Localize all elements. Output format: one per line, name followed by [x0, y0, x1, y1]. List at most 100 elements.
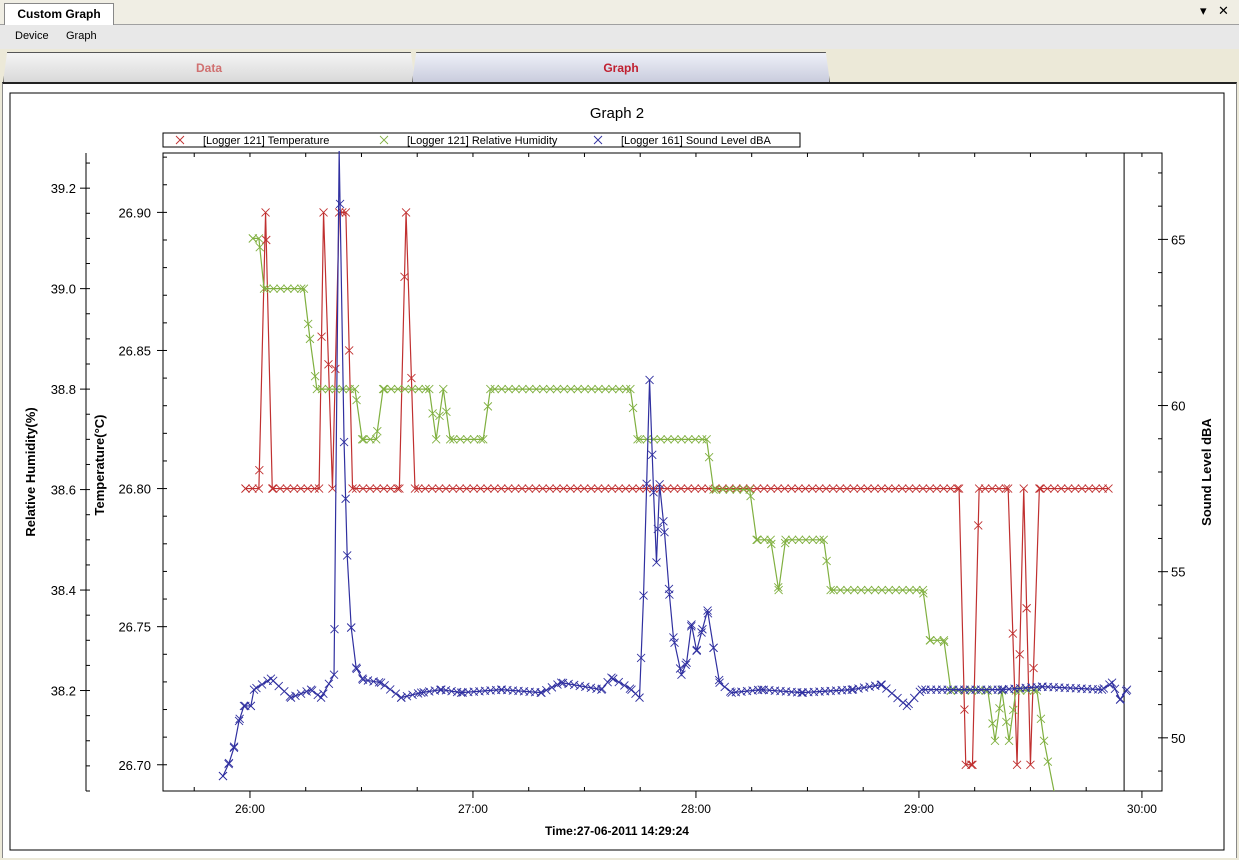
- data-point-marker: [413, 689, 423, 698]
- data-point-marker: [801, 484, 810, 493]
- data-point-marker: [538, 384, 548, 394]
- sound-tick-label: 50: [1171, 731, 1185, 746]
- data-point-marker: [490, 484, 499, 493]
- data-point-marker: [808, 484, 817, 493]
- data-point-marker: [877, 680, 887, 689]
- menu-device[interactable]: Device: [15, 30, 49, 42]
- tab-data[interactable]: Data: [3, 52, 415, 83]
- data-point-marker: [359, 435, 368, 444]
- data-point-marker: [684, 435, 693, 444]
- data-point-marker: [752, 535, 761, 545]
- data-point-marker: [639, 591, 648, 600]
- data-point-marker: [660, 527, 669, 537]
- data-point-marker: [239, 701, 249, 711]
- data-point-marker: [655, 479, 664, 489]
- data-point-marker: [1001, 484, 1011, 493]
- data-point-marker: [593, 484, 603, 493]
- legend-label: [Logger 161] Sound Level dBA: [621, 135, 772, 147]
- data-point-marker: [797, 688, 806, 697]
- data-point-marker: [504, 384, 513, 394]
- data-point-marker: [486, 384, 495, 394]
- data-point-marker: [628, 403, 638, 413]
- data-point-marker: [1019, 484, 1029, 493]
- data-point-marker: [677, 670, 686, 680]
- data-point-marker: [893, 693, 902, 703]
- data-point-marker: [642, 435, 652, 444]
- data-point-marker: [725, 485, 735, 494]
- legend-marker: [175, 135, 185, 145]
- data-point-marker: [1115, 695, 1125, 704]
- humidity-tick-label: 39.0: [51, 282, 76, 297]
- menu-graph[interactable]: Graph: [66, 30, 97, 42]
- data-point-marker: [330, 624, 339, 634]
- data-point-marker: [636, 653, 646, 663]
- data-point-marker: [1097, 685, 1107, 694]
- data-point-marker: [324, 359, 333, 369]
- data-point-marker: [393, 384, 403, 394]
- window-menu-icon[interactable]: ▾: [1200, 3, 1207, 18]
- data-point-marker: [649, 487, 658, 497]
- data-point-marker: [1070, 484, 1080, 493]
- data-point-marker: [537, 688, 546, 697]
- data-point-marker: [503, 484, 513, 493]
- data-point-marker: [819, 535, 829, 545]
- data-point-marker: [476, 484, 485, 493]
- data-point-marker: [317, 332, 326, 341]
- tab-graph[interactable]: Graph: [412, 52, 830, 83]
- data-point-marker: [847, 685, 857, 694]
- data-point-marker: [434, 484, 444, 493]
- data-point-marker: [395, 484, 404, 493]
- data-point-marker: [603, 677, 612, 687]
- data-point-marker: [386, 484, 395, 493]
- sound-tick-label: 65: [1171, 232, 1185, 247]
- x-tick-label: 29:00: [904, 802, 934, 816]
- data-point-marker: [960, 705, 969, 714]
- data-point-marker: [254, 484, 264, 493]
- x-tick-label: 30:00: [1127, 802, 1157, 816]
- data-point-marker: [400, 384, 410, 394]
- data-point-marker: [968, 760, 977, 770]
- data-point-marker: [974, 686, 984, 695]
- data-point-marker: [229, 743, 239, 753]
- data-point-marker: [371, 435, 381, 444]
- data-point-marker: [645, 375, 654, 385]
- data-point-marker: [581, 682, 590, 692]
- data-point-marker: [815, 535, 825, 545]
- temperature-tick-label: 26.90: [118, 205, 151, 220]
- humidity-tick-label: 38.2: [51, 684, 76, 699]
- data-point-marker: [635, 693, 644, 702]
- legend-box: [162, 132, 801, 148]
- data-point-marker: [682, 658, 691, 668]
- data-point-marker: [490, 384, 500, 394]
- data-point-marker: [773, 582, 783, 592]
- data-point-marker: [566, 484, 575, 493]
- legend: [Logger 121] Temperature [Logger 121] Rel…: [162, 132, 801, 148]
- data-point-marker: [331, 364, 340, 374]
- data-point-marker: [621, 384, 631, 394]
- data-point-marker: [890, 484, 900, 493]
- close-icon[interactable]: ✕: [1218, 3, 1229, 18]
- data-point-marker: [829, 585, 838, 595]
- data-point-marker: [687, 620, 696, 629]
- data-point-marker: [635, 484, 644, 493]
- data-point-marker: [1036, 484, 1045, 493]
- data-point-marker: [269, 284, 278, 293]
- data-point-marker: [715, 678, 724, 687]
- data-point-marker: [659, 516, 668, 526]
- data-point-marker: [531, 384, 541, 394]
- data-point-marker: [352, 395, 361, 405]
- document-tab[interactable]: Custom Graph: [4, 3, 114, 25]
- data-point-marker: [1084, 484, 1094, 493]
- data-point-marker: [925, 484, 935, 493]
- data-point-marker: [386, 384, 396, 394]
- data-point-marker: [469, 435, 479, 444]
- data-point-marker: [564, 679, 573, 689]
- data-point-marker: [255, 465, 264, 475]
- data-point-marker: [248, 234, 258, 243]
- temperature-tick-label: 26.70: [118, 758, 151, 773]
- data-point-marker: [538, 484, 548, 493]
- data-point-marker: [904, 484, 914, 493]
- data-point-marker: [1077, 484, 1087, 493]
- data-point-marker: [704, 452, 714, 462]
